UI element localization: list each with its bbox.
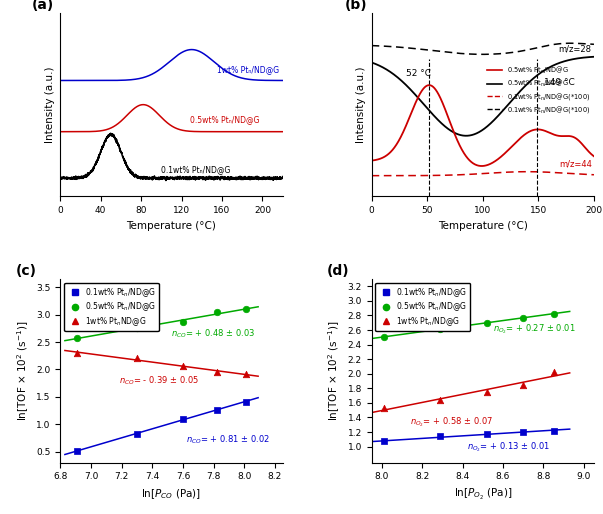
Text: 52 °C: 52 °C xyxy=(406,69,431,78)
Text: $n_{O_2}$= + 0.58 ± 0.07: $n_{O_2}$= + 0.58 ± 0.07 xyxy=(410,416,493,429)
Point xyxy=(379,333,388,341)
Point xyxy=(212,368,221,376)
X-axis label: Temperature (°C): Temperature (°C) xyxy=(438,221,528,231)
Point xyxy=(379,404,388,412)
Point xyxy=(178,318,188,326)
Point xyxy=(549,368,558,376)
Point xyxy=(482,430,491,438)
Point xyxy=(72,447,82,455)
X-axis label: ln[$P_{CO}$ (Pa)]: ln[$P_{CO}$ (Pa)] xyxy=(142,487,201,501)
Point xyxy=(519,428,528,436)
Point xyxy=(178,415,188,423)
Point xyxy=(435,432,445,440)
Text: $n_{CO}$= + 0.48 ± 0.03: $n_{CO}$= + 0.48 ± 0.03 xyxy=(171,327,255,340)
Point xyxy=(241,370,251,378)
Text: 1wt% Ptₙ/ND@G: 1wt% Ptₙ/ND@G xyxy=(217,65,279,74)
Text: (c): (c) xyxy=(16,264,37,279)
Text: 0.1wt% Ptₙ/ND@G: 0.1wt% Ptₙ/ND@G xyxy=(162,165,231,174)
Point xyxy=(212,308,221,317)
Y-axis label: Intensity (a.u.): Intensity (a.u.) xyxy=(356,66,366,143)
Y-axis label: ln[TOF × 10$^2$ (s$^{-1}$)]: ln[TOF × 10$^2$ (s$^{-1}$)] xyxy=(326,321,342,421)
X-axis label: ln[$P_{O_2}$ (Pa)]: ln[$P_{O_2}$ (Pa)] xyxy=(453,487,512,502)
Legend: 0.1wt% Pt$_n$/ND@G, 0.5wt% Pt$_n$/ND@G, 1wt% Pt$_n$ND@G: 0.1wt% Pt$_n$/ND@G, 0.5wt% Pt$_n$/ND@G, … xyxy=(64,283,159,331)
Point xyxy=(519,380,528,389)
Text: $n_{CO}$= - 0.39 ± 0.05: $n_{CO}$= - 0.39 ± 0.05 xyxy=(119,375,199,387)
Text: $n_{O_2}$= + 0.13 ± 0.01: $n_{O_2}$= + 0.13 ± 0.01 xyxy=(467,440,550,454)
Text: (b): (b) xyxy=(345,0,368,12)
Text: (a): (a) xyxy=(31,0,54,12)
Text: $n_{O_2}$= + 0.27 ± 0.01: $n_{O_2}$= + 0.27 ± 0.01 xyxy=(493,322,575,336)
Text: 149 °C: 149 °C xyxy=(544,78,575,87)
Y-axis label: Intensity (a.u.): Intensity (a.u.) xyxy=(45,66,55,143)
Text: $n_{CO}$= + 0.81 ± 0.02: $n_{CO}$= + 0.81 ± 0.02 xyxy=(186,434,270,446)
Point xyxy=(435,396,445,404)
Text: 0.5wt% Ptₙ/ND@G: 0.5wt% Ptₙ/ND@G xyxy=(190,115,259,124)
Point xyxy=(241,305,251,313)
Point xyxy=(482,388,491,396)
Point xyxy=(549,310,558,318)
Text: m/z=28: m/z=28 xyxy=(559,44,592,53)
Point xyxy=(435,324,445,333)
Point xyxy=(519,314,528,322)
Y-axis label: ln[TOF × 10$^2$ (s$^{-1}$)]: ln[TOF × 10$^2$ (s$^{-1}$)] xyxy=(15,321,31,421)
Point xyxy=(212,406,221,414)
Text: m/z=44: m/z=44 xyxy=(559,160,592,169)
Point xyxy=(72,349,82,357)
Legend: 0.5wt% Pt$_n$/ND@G, 0.5wt% Pt$_n$/ND@G, 0.1wt% Pt$_n$/ND@G(*100), 0.1wt% Pt$_n$/: 0.5wt% Pt$_n$/ND@G, 0.5wt% Pt$_n$/ND@G, … xyxy=(484,62,593,118)
Text: (d): (d) xyxy=(327,264,350,279)
Point xyxy=(178,362,188,370)
Point xyxy=(132,354,142,362)
Point xyxy=(132,429,142,437)
Point xyxy=(132,324,142,332)
X-axis label: Temperature (°C): Temperature (°C) xyxy=(127,221,216,231)
Point xyxy=(241,398,251,406)
Point xyxy=(379,437,388,446)
Legend: 0.1wt% Pt$_n$/ND@G, 0.5wt% Pt$_n$/ND@G, 1wt% Pt$_n$/ND@G: 0.1wt% Pt$_n$/ND@G, 0.5wt% Pt$_n$/ND@G, … xyxy=(376,283,470,331)
Point xyxy=(72,334,82,342)
Point xyxy=(549,427,558,435)
Point xyxy=(482,319,491,327)
